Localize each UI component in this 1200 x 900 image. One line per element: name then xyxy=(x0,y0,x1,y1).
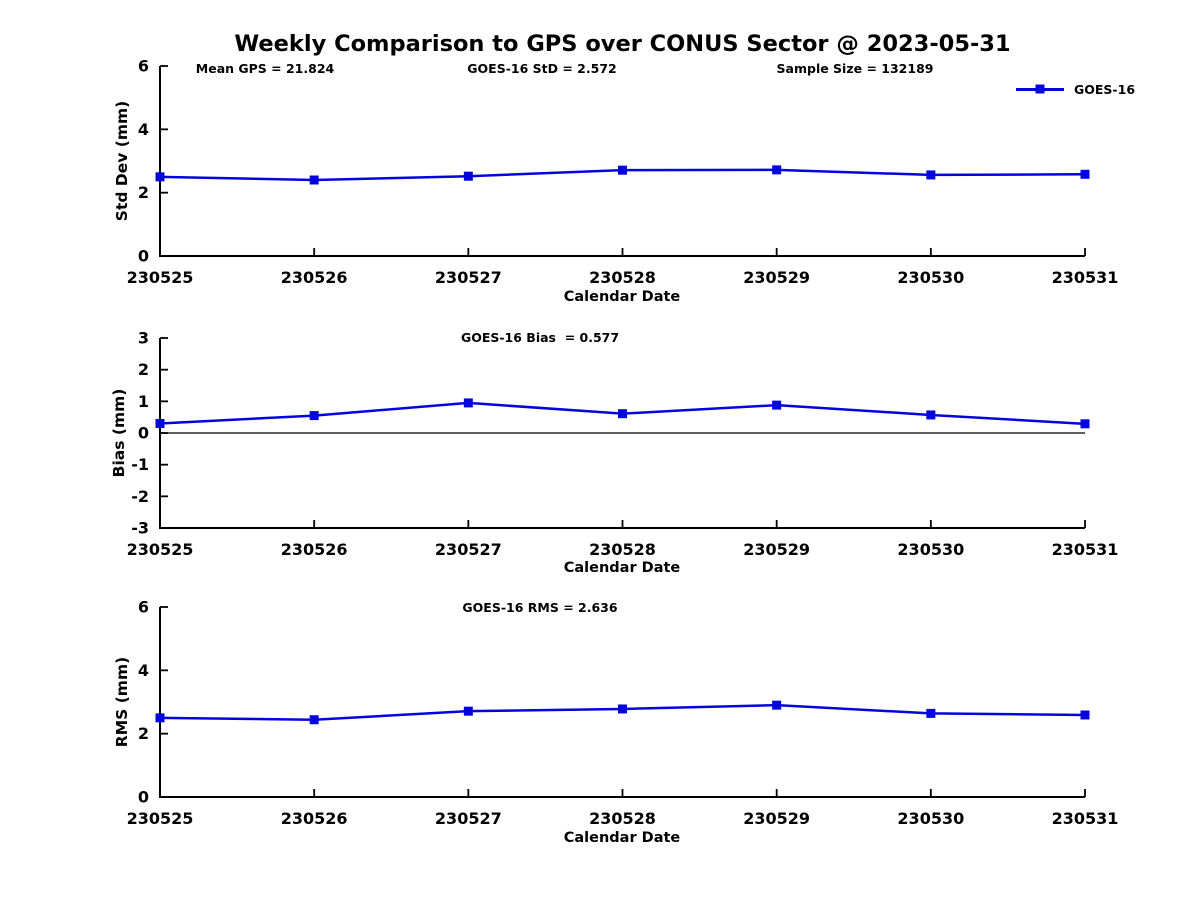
annotation-mean-gps: Mean GPS = 21.824 xyxy=(195,61,335,76)
data-point-marker xyxy=(1080,710,1090,720)
x-tick-label: 230527 xyxy=(435,268,502,287)
chart-rms: 0 2 4 6 230525 230526 230527 230528 230529 230530… xyxy=(127,598,1119,829)
y-tick-label: 0 xyxy=(138,788,149,807)
data-point-marker xyxy=(463,398,473,408)
x-axis-label-calendar-date-bottom: Calendar Date xyxy=(563,830,681,846)
annotation-goes16-rms: GOES-16 RMS = 2.636 xyxy=(462,600,618,615)
x-axis-label-calendar-date-middle: Calendar Date xyxy=(563,560,681,576)
y-tick-label: -3 xyxy=(131,519,149,538)
y-tick-label: 3 xyxy=(138,329,149,348)
legend-marker-square xyxy=(1035,84,1045,94)
x-tick-label: 230531 xyxy=(1052,268,1119,287)
annotation-goes16-bias: GOES-16 Bias = 0.577 xyxy=(460,330,620,345)
legend-label: GOES-16 xyxy=(1074,81,1136,97)
data-point-marker xyxy=(309,715,319,725)
data-point-marker xyxy=(1080,169,1090,179)
x-tick-label: 230528 xyxy=(589,268,656,287)
x-tick-label: 230530 xyxy=(897,809,964,828)
x-tick-label: 230531 xyxy=(1052,540,1119,559)
data-point-marker xyxy=(463,706,473,716)
data-point-marker xyxy=(309,411,319,421)
x-tick-label: 230525 xyxy=(127,809,194,828)
y-axis-label-rms: RMS (mm) xyxy=(113,656,131,748)
y-tick-label: 2 xyxy=(138,183,149,202)
x-tick-label: 230526 xyxy=(281,268,348,287)
x-tick-label: 230531 xyxy=(1052,809,1119,828)
annotation-sample-size: Sample Size = 132189 xyxy=(776,61,934,76)
y-tick-label: 2 xyxy=(138,724,149,743)
x-tick-label: 230525 xyxy=(127,268,194,287)
data-point-marker xyxy=(155,713,165,723)
x-tick-label: 230529 xyxy=(743,540,810,559)
data-point-marker xyxy=(618,165,627,175)
x-tick-label: 230530 xyxy=(897,268,964,287)
legend: GOES-16 xyxy=(1016,81,1136,97)
data-point-marker xyxy=(618,409,627,419)
y-tick-label: 4 xyxy=(138,120,149,139)
x-axis-label-calendar-date-top: Calendar Date xyxy=(563,289,681,305)
data-point-marker xyxy=(926,708,936,718)
x-tick-label: 230526 xyxy=(281,540,348,559)
chart-bias: -3 -2 -1 0 1 2 3 230525 230526 230527 230528 230529… xyxy=(127,329,1119,560)
x-tick-label: 230528 xyxy=(589,540,656,559)
x-tick-label: 230530 xyxy=(897,540,964,559)
x-tick-label: 230528 xyxy=(589,809,656,828)
y-tick-label: 1 xyxy=(138,392,149,411)
y-tick-label: 4 xyxy=(138,661,149,680)
chart-std-dev: 0 2 4 6 230525 230526 230527 230528 230529 230530… xyxy=(127,57,1119,288)
data-point-marker xyxy=(772,165,782,175)
x-tick-label: 230527 xyxy=(435,809,502,828)
x-tick-label: 230529 xyxy=(743,268,810,287)
data-point-marker xyxy=(309,175,319,185)
y-tick-label: 6 xyxy=(138,598,149,617)
annotation-goes16-std: GOES-16 StD = 2.572 xyxy=(467,61,617,76)
data-point-marker xyxy=(926,410,936,420)
data-point-marker xyxy=(618,704,627,714)
y-tick-label: -1 xyxy=(131,455,149,474)
x-tick-label: 230525 xyxy=(127,540,194,559)
data-point-marker xyxy=(1080,419,1090,429)
y-tick-label: 0 xyxy=(138,424,149,443)
y-tick-label: 6 xyxy=(138,57,149,76)
figure-title: Weekly Comparison to GPS over CONUS Sect… xyxy=(234,31,1011,57)
data-point-marker xyxy=(155,419,165,428)
data-point-marker xyxy=(772,400,782,410)
legend-line-sample xyxy=(1016,84,1064,94)
y-tick-label: -2 xyxy=(131,487,149,506)
y-axis-label-bias: Bias (mm) xyxy=(110,388,128,478)
data-point-marker xyxy=(772,700,782,710)
x-tick-label: 230526 xyxy=(281,809,348,828)
y-tick-label: 2 xyxy=(138,360,149,379)
x-tick-label: 230529 xyxy=(743,809,810,828)
y-axis-label-std-dev: Std Dev (mm) xyxy=(113,100,131,222)
data-point-marker xyxy=(463,171,473,181)
data-point-marker xyxy=(926,170,936,180)
data-point-marker xyxy=(155,172,165,182)
y-tick-label: 0 xyxy=(138,247,149,266)
x-tick-label: 230527 xyxy=(435,540,502,559)
